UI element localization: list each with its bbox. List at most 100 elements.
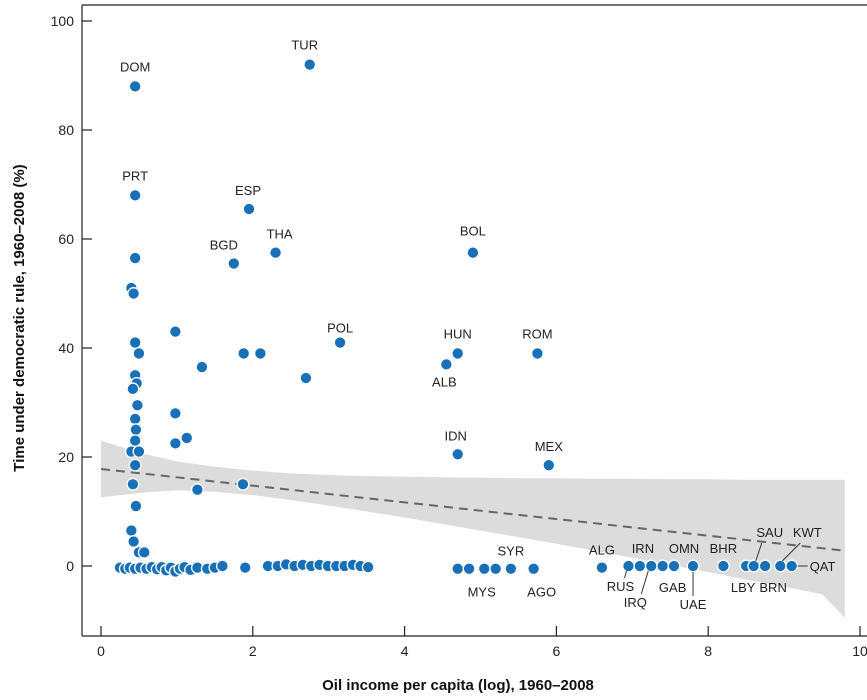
point-label-qat: QAT bbox=[810, 559, 836, 574]
data-point-bgd bbox=[227, 257, 241, 270]
data-points-layer bbox=[113, 58, 799, 578]
point-label-bol: BOL bbox=[460, 224, 486, 239]
data-point-uae bbox=[686, 559, 700, 573]
y-tick-label: 80 bbox=[58, 122, 74, 138]
data-point bbox=[180, 431, 194, 445]
x-axis-title: Oil income per capita (log), 1960–2008 bbox=[322, 677, 594, 694]
point-label-tur: TUR bbox=[291, 38, 318, 53]
y-tick-label: 100 bbox=[51, 13, 75, 29]
data-point-pol bbox=[333, 336, 347, 350]
point-label-bgd: BGD bbox=[210, 238, 238, 253]
point-label-syr: SYR bbox=[497, 544, 524, 559]
data-point-hun bbox=[451, 347, 465, 360]
data-point bbox=[462, 562, 476, 576]
axes-layer: 0 20 40 60 80 100 0 2 4 6 8 10 bbox=[51, 4, 867, 659]
data-point bbox=[127, 287, 141, 300]
data-point-kwt bbox=[773, 559, 787, 573]
data-point bbox=[299, 371, 313, 385]
point-label-lby: LBY bbox=[731, 580, 756, 595]
data-point bbox=[126, 382, 140, 396]
data-point-dom bbox=[128, 79, 142, 93]
y-axis-title: Time under democratic rule, 1960–2008 (%… bbox=[11, 164, 28, 471]
data-point-mys bbox=[489, 562, 503, 576]
data-point bbox=[168, 406, 182, 420]
data-point-mex bbox=[542, 458, 556, 472]
point-label-dom: DOM bbox=[120, 59, 150, 74]
data-point-tur bbox=[303, 58, 317, 72]
point-label-rom: ROM bbox=[522, 326, 552, 341]
data-point-prt bbox=[128, 188, 142, 202]
point-label-prt: PRT bbox=[122, 168, 148, 183]
point-label-kwt: KWT bbox=[793, 525, 822, 540]
data-point bbox=[132, 347, 146, 360]
data-point bbox=[238, 561, 252, 575]
point-label-mys: MYS bbox=[468, 585, 497, 600]
data-point-bol bbox=[466, 246, 480, 260]
y-tick-label: 40 bbox=[58, 340, 74, 356]
data-point bbox=[126, 477, 140, 491]
x-tick-label: 0 bbox=[97, 643, 105, 659]
point-label-hun: HUN bbox=[444, 326, 472, 341]
point-label-irn: IRN bbox=[632, 541, 654, 556]
data-point bbox=[130, 398, 144, 412]
data-point bbox=[129, 423, 143, 437]
point-label-alb: ALB bbox=[432, 374, 457, 389]
point-label-uae: UAE bbox=[680, 597, 707, 612]
data-point-alb bbox=[439, 357, 453, 371]
data-point bbox=[128, 434, 142, 448]
data-point-rus bbox=[622, 559, 635, 573]
data-point bbox=[128, 458, 142, 472]
data-point bbox=[451, 562, 465, 576]
data-point-omn bbox=[667, 559, 681, 573]
data-point bbox=[236, 477, 250, 491]
data-point bbox=[195, 360, 209, 374]
data-point-qat bbox=[785, 559, 799, 573]
data-point-sau bbox=[747, 559, 761, 573]
data-point-irq bbox=[644, 559, 658, 573]
y-tick-label: 60 bbox=[58, 231, 74, 247]
y-tick-label: 0 bbox=[66, 558, 74, 574]
point-label-omn: OMN bbox=[669, 541, 699, 556]
data-point-irn bbox=[633, 559, 647, 573]
point-label-ago: AGO bbox=[527, 585, 556, 600]
data-point-tha bbox=[269, 246, 283, 260]
data-point bbox=[128, 336, 142, 350]
point-label-pol: POL bbox=[327, 321, 353, 336]
trend-line-layer bbox=[100, 467, 845, 552]
point-label-esp: ESP bbox=[235, 183, 261, 198]
data-point-brn bbox=[758, 559, 772, 573]
data-point bbox=[128, 251, 142, 265]
point-label-sau: SAU bbox=[756, 525, 783, 540]
point-label-tha: THA bbox=[267, 227, 293, 242]
data-point bbox=[137, 545, 151, 559]
leader-line-sau bbox=[755, 542, 763, 562]
x-tick-label: 6 bbox=[553, 643, 561, 659]
data-point-alg bbox=[595, 561, 609, 575]
leader-line-irq bbox=[640, 570, 649, 595]
data-point bbox=[237, 347, 251, 360]
data-point-ago bbox=[527, 562, 541, 576]
data-point bbox=[168, 325, 182, 339]
y-tick-label: 20 bbox=[58, 449, 74, 465]
point-label-brn: BRN bbox=[759, 580, 786, 595]
data-point bbox=[253, 347, 267, 360]
data-point-rom bbox=[530, 347, 544, 360]
data-point bbox=[215, 559, 229, 573]
data-point bbox=[127, 535, 141, 548]
confidence-band bbox=[101, 440, 845, 618]
data-point bbox=[168, 436, 182, 450]
data-point-idn bbox=[451, 447, 465, 461]
point-label-rus: RUS bbox=[607, 579, 635, 594]
x-tick-label: 10 bbox=[852, 643, 867, 659]
x-tick-label: 8 bbox=[704, 643, 712, 659]
data-point bbox=[129, 499, 143, 513]
data-point bbox=[124, 524, 138, 538]
trend-line bbox=[100, 467, 845, 552]
point-label-irq: IRQ bbox=[624, 595, 647, 610]
point-labels-layer: DOM TUR PRT ESP BGD THA BOL POL HUN ROM ALB IDN MEX S… bbox=[120, 38, 836, 612]
data-point bbox=[361, 560, 375, 574]
point-label-idn: IDN bbox=[445, 428, 467, 443]
point-label-gab: GAB bbox=[659, 580, 686, 595]
data-point-gab bbox=[656, 559, 670, 573]
